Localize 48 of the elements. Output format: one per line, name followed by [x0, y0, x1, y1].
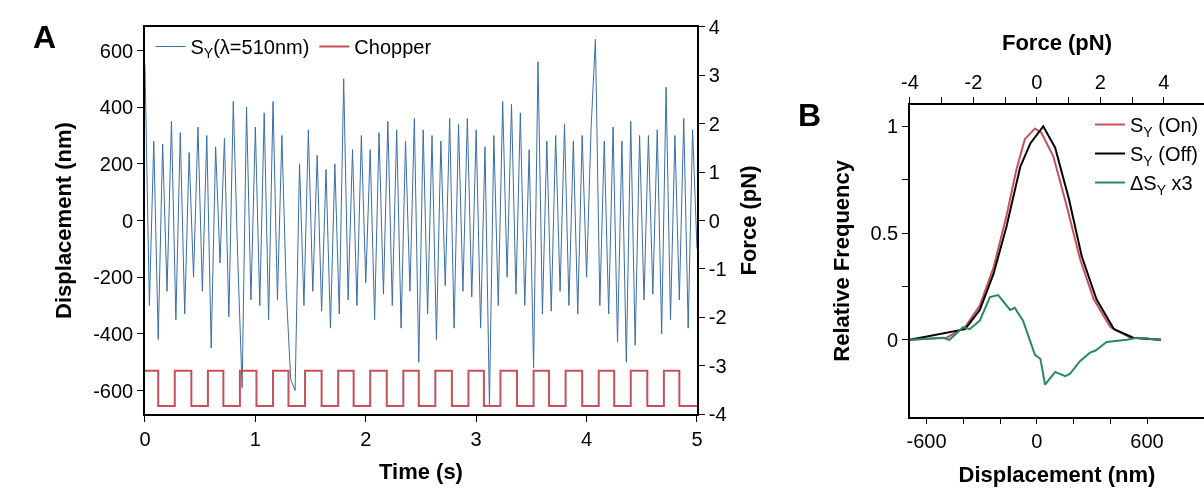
y-tick-label: -400 [93, 322, 134, 345]
y-tick-label: 600 [99, 39, 134, 62]
line-series [909, 294, 1162, 386]
y2-axis-title: Force (pN) [735, 165, 761, 276]
legend-label: S$_{Y}$(λ=510nm) [190, 36, 310, 62]
line-series [144, 38, 697, 406]
y-tick-label: 400 [99, 96, 134, 119]
x-tick-label: 0 [1031, 430, 1043, 453]
x-tick-label: 600 [1130, 430, 1164, 453]
y-tick-label: -200 [93, 266, 134, 289]
legend-label: S$_{Y}$ (Off) [1130, 143, 1198, 169]
x-tick-label: 0 [139, 427, 151, 450]
x-tick-label: -600 [906, 430, 947, 453]
y-tick-label: 200 [99, 152, 134, 175]
y2-tick-label: 1 [708, 161, 720, 184]
x-axis-title: Time (s) [379, 459, 463, 485]
x2-tick-label: -2 [964, 71, 983, 94]
x2-tick-label: 2 [1094, 71, 1106, 94]
y2-tick-label: 4 [708, 15, 720, 38]
legend-label: Chopper [354, 36, 432, 59]
legend-label: ΔS$_{Y}$ x3 [1130, 172, 1193, 198]
text: A [33, 19, 57, 55]
y-tick-label: -600 [93, 379, 134, 402]
text: B [798, 97, 822, 133]
y2-tick-label: -3 [708, 354, 727, 377]
x-axis-title: Displacement (nm) [958, 461, 1156, 487]
legend-label: S$_{Y}$ (On) [1130, 114, 1199, 140]
y-tick-label: 0.5 [870, 222, 899, 245]
x2-tick-label: 0 [1031, 71, 1043, 94]
x-tick-label: 5 [691, 427, 703, 450]
x2-tick-label: 4 [1158, 71, 1170, 94]
x2-tick-label: -4 [901, 71, 919, 94]
x-tick-label: 1 [249, 427, 261, 450]
x-tick-label: 2 [360, 427, 372, 450]
x-tick-label: 4 [581, 427, 593, 450]
y2-tick-label: -2 [708, 306, 727, 329]
y-tick-label: 0 [122, 209, 134, 232]
y2-tick-label: 3 [708, 64, 720, 87]
y2-tick-label: -1 [708, 257, 727, 280]
y2-tick-label: 0 [708, 209, 720, 232]
y-tick-label: 1 [887, 115, 899, 138]
y2-tick-label: 2 [708, 112, 720, 135]
y-axis-title: Displacement (nm) [51, 122, 77, 319]
y-tick-label: 0 [887, 328, 899, 351]
x2-axis-title: Force (pN) [1001, 29, 1112, 55]
y2-tick-label: -4 [708, 403, 727, 426]
x-tick-label: 3 [470, 427, 482, 450]
y-axis-title: Relative Frequency [828, 159, 854, 362]
